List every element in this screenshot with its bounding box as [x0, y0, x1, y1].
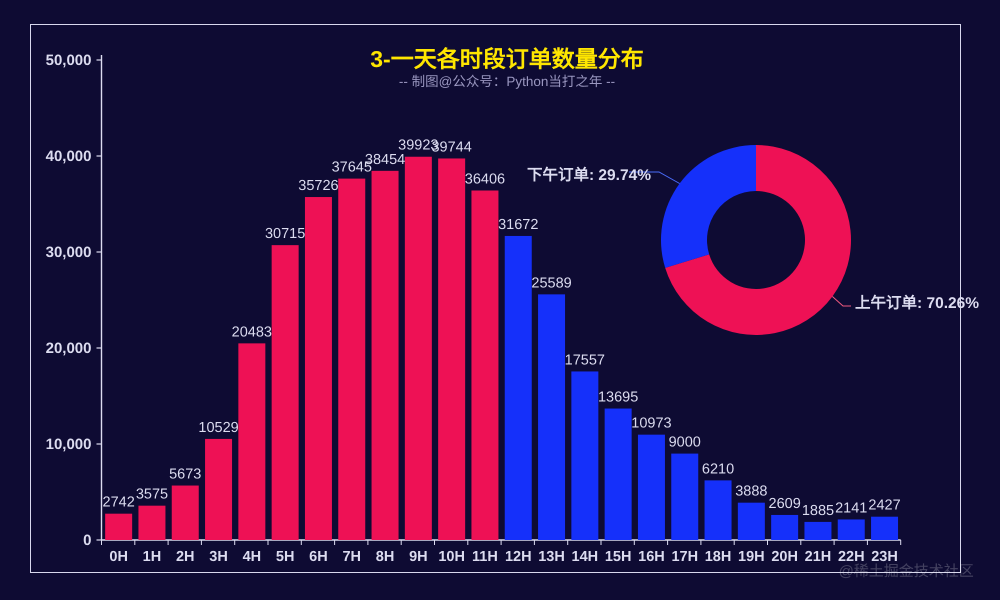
- svg-text:18H: 18H: [705, 549, 732, 565]
- svg-text:40,000: 40,000: [46, 148, 92, 165]
- svg-text:30,000: 30,000: [46, 244, 92, 261]
- svg-text:20,000: 20,000: [46, 340, 92, 357]
- svg-text:6210: 6210: [702, 461, 734, 477]
- svg-text:7H: 7H: [342, 549, 361, 565]
- svg-text:2H: 2H: [176, 549, 195, 565]
- svg-text:5673: 5673: [169, 467, 201, 483]
- svg-text:19H: 19H: [738, 549, 765, 565]
- svg-text:2609: 2609: [769, 496, 801, 512]
- svg-text:21H: 21H: [805, 549, 832, 565]
- svg-text:31672: 31672: [498, 217, 538, 233]
- svg-text:15H: 15H: [605, 549, 632, 565]
- svg-text:2742: 2742: [103, 495, 135, 511]
- svg-text:上午订单: 70.26%: 上午订单: 70.26%: [855, 294, 979, 312]
- svg-text:13H: 13H: [538, 549, 565, 565]
- svg-text:2141: 2141: [835, 500, 867, 516]
- svg-text:13695: 13695: [598, 390, 638, 406]
- svg-text:9000: 9000: [669, 435, 701, 451]
- svg-text:9H: 9H: [409, 549, 428, 565]
- svg-text:12H: 12H: [505, 549, 532, 565]
- svg-text:20483: 20483: [232, 324, 272, 340]
- svg-text:17H: 17H: [671, 549, 698, 565]
- svg-text:17557: 17557: [565, 352, 605, 368]
- svg-text:25589: 25589: [531, 275, 571, 291]
- svg-text:0: 0: [83, 532, 91, 549]
- svg-text:@稀土掘金技术社区: @稀土掘金技术社区: [839, 563, 974, 580]
- svg-text:50,000: 50,000: [46, 52, 92, 69]
- svg-text:10,000: 10,000: [46, 436, 92, 453]
- svg-text:35726: 35726: [298, 178, 338, 194]
- svg-text:6H: 6H: [309, 549, 328, 565]
- svg-text:11H: 11H: [472, 549, 498, 565]
- svg-text:8H: 8H: [376, 549, 395, 565]
- svg-text:3888: 3888: [735, 484, 767, 500]
- svg-text:下午订单: 29.74%: 下午订单: 29.74%: [527, 166, 651, 184]
- svg-text:39744: 39744: [431, 139, 471, 155]
- svg-text:30715: 30715: [265, 226, 305, 242]
- svg-text:3H: 3H: [209, 549, 228, 565]
- svg-text:36406: 36406: [465, 172, 505, 188]
- svg-text:1885: 1885: [802, 503, 834, 519]
- svg-text:10973: 10973: [631, 416, 671, 432]
- svg-text:10529: 10529: [198, 420, 238, 436]
- svg-text:10H: 10H: [438, 549, 465, 565]
- svg-text:38454: 38454: [365, 152, 405, 168]
- svg-text:14H: 14H: [572, 549, 599, 565]
- svg-text:0H: 0H: [109, 549, 128, 565]
- svg-text:2427: 2427: [868, 498, 900, 514]
- svg-text:20H: 20H: [771, 549, 798, 565]
- svg-text:4H: 4H: [243, 549, 262, 565]
- svg-text:5H: 5H: [276, 549, 295, 565]
- svg-text:3-一天各时段订单数量分布: 3-一天各时段订单数量分布: [370, 46, 643, 72]
- svg-text:16H: 16H: [638, 549, 665, 565]
- svg-text:1H: 1H: [143, 549, 162, 565]
- svg-text:-- 制图@公众号：Python当打之年 --: -- 制图@公众号：Python当打之年 --: [399, 74, 615, 89]
- svg-text:3575: 3575: [136, 487, 168, 503]
